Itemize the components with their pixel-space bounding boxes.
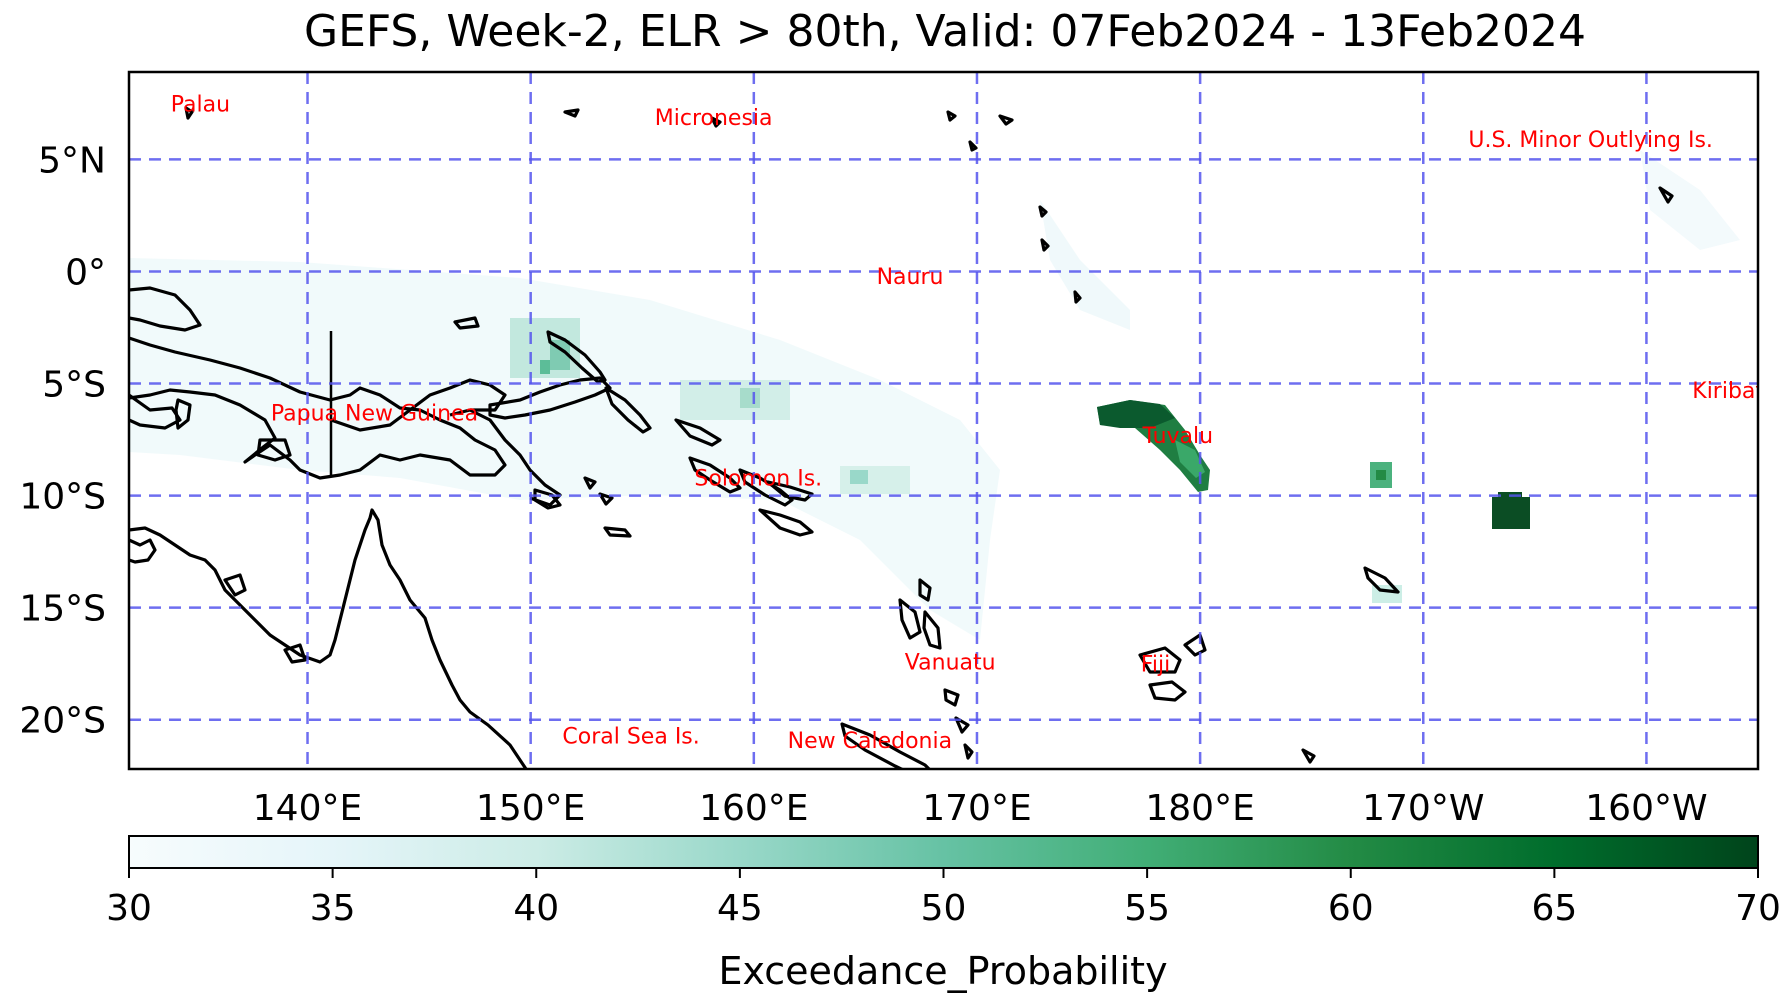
place-label: Nauru xyxy=(877,265,944,290)
lon-tick-label: 140°E xyxy=(253,788,362,829)
lat-tick-label: 5°S xyxy=(42,365,106,406)
colorbar-tick-label: 30 xyxy=(106,888,152,929)
lon-tick-label: 170°E xyxy=(922,788,1031,829)
place-label: Solomon Is. xyxy=(694,467,822,492)
lat-tick-label: 20°S xyxy=(19,701,106,742)
colorbar-tick-label: 60 xyxy=(1328,888,1374,929)
lon-tick-labels: 140°E 150°E 160°E 170°E 180°E 170°W 160°W xyxy=(253,788,1708,829)
lat-tick-label: 10°S xyxy=(19,477,106,518)
map-frame xyxy=(127,70,1760,771)
colorbar-tick-label: 65 xyxy=(1531,888,1577,929)
lon-tick-label: 150°E xyxy=(476,788,585,829)
coast-fiji xyxy=(1138,646,1182,674)
prob-patch-solomon xyxy=(680,380,790,420)
coast-new-ireland xyxy=(546,330,607,384)
colorbar-tick-label: 70 xyxy=(1735,888,1781,929)
prob-patch-tokelau xyxy=(1492,497,1530,529)
coast-new-britain xyxy=(488,376,612,420)
colorbar-ticks: 30 35 40 45 50 55 60 65 70 xyxy=(106,868,1781,929)
lon-tick-label: 180°E xyxy=(1145,788,1254,829)
probability-shading xyxy=(129,150,1740,640)
coast-new-guinea xyxy=(129,286,507,480)
colorbar-label: Exceedance_Probability xyxy=(718,949,1167,993)
place-label: Fiji xyxy=(1141,653,1170,678)
coast-vanuatu xyxy=(918,578,932,602)
coast-solomon-islands xyxy=(674,418,722,447)
colorbar-tick-label: 45 xyxy=(717,888,763,929)
lat-tick-label: 0° xyxy=(65,252,106,293)
lon-tick-label: 170°W xyxy=(1362,788,1484,829)
place-label: Tuvalu xyxy=(1142,424,1214,449)
low-probability-band-3 xyxy=(1640,150,1740,250)
place-label: Kiribati xyxy=(1692,379,1770,404)
colorbar-tick-label: 50 xyxy=(921,888,967,929)
coast-australia xyxy=(129,508,528,769)
coast-new-caledonia xyxy=(840,722,932,769)
place-label: New Caledonia xyxy=(788,729,952,754)
colorbar-tick-label: 55 xyxy=(1124,888,1170,929)
map-area: Palau Micronesia U.S. Minor Outlying Is. Na… xyxy=(129,72,1770,769)
place-label: Vanuatu xyxy=(905,650,996,675)
lon-tick-label: 160°E xyxy=(699,788,808,829)
lat-tick-labels: 5°N 0° 5°S 10°S 15°S 20°S xyxy=(19,140,106,741)
colorbar-tick-label: 40 xyxy=(513,888,559,929)
low-probability-band xyxy=(129,258,1000,640)
gridlines xyxy=(129,72,1758,769)
lat-tick-label: 5°N xyxy=(38,140,106,181)
low-probability-band-2 xyxy=(1040,200,1130,330)
colorbar-tick-label: 35 xyxy=(310,888,356,929)
place-label: Palau xyxy=(171,92,230,117)
place-labels: Palau Micronesia U.S. Minor Outlying Is. Na… xyxy=(171,92,1770,754)
place-label: Papua New Guinea xyxy=(271,402,478,427)
lat-tick-label: 15°S xyxy=(19,589,106,630)
coastlines xyxy=(129,106,1674,769)
place-label: U.S. Minor Outlying Is. xyxy=(1468,128,1713,153)
lon-tick-label: 160°W xyxy=(1585,788,1707,829)
place-label: Micronesia xyxy=(655,106,773,131)
chart-title: GEFS, Week-2, ELR > 80th, Valid: 07Feb20… xyxy=(304,6,1586,57)
place-label: Coral Sea Is. xyxy=(562,724,699,749)
colorbar xyxy=(128,835,1759,869)
